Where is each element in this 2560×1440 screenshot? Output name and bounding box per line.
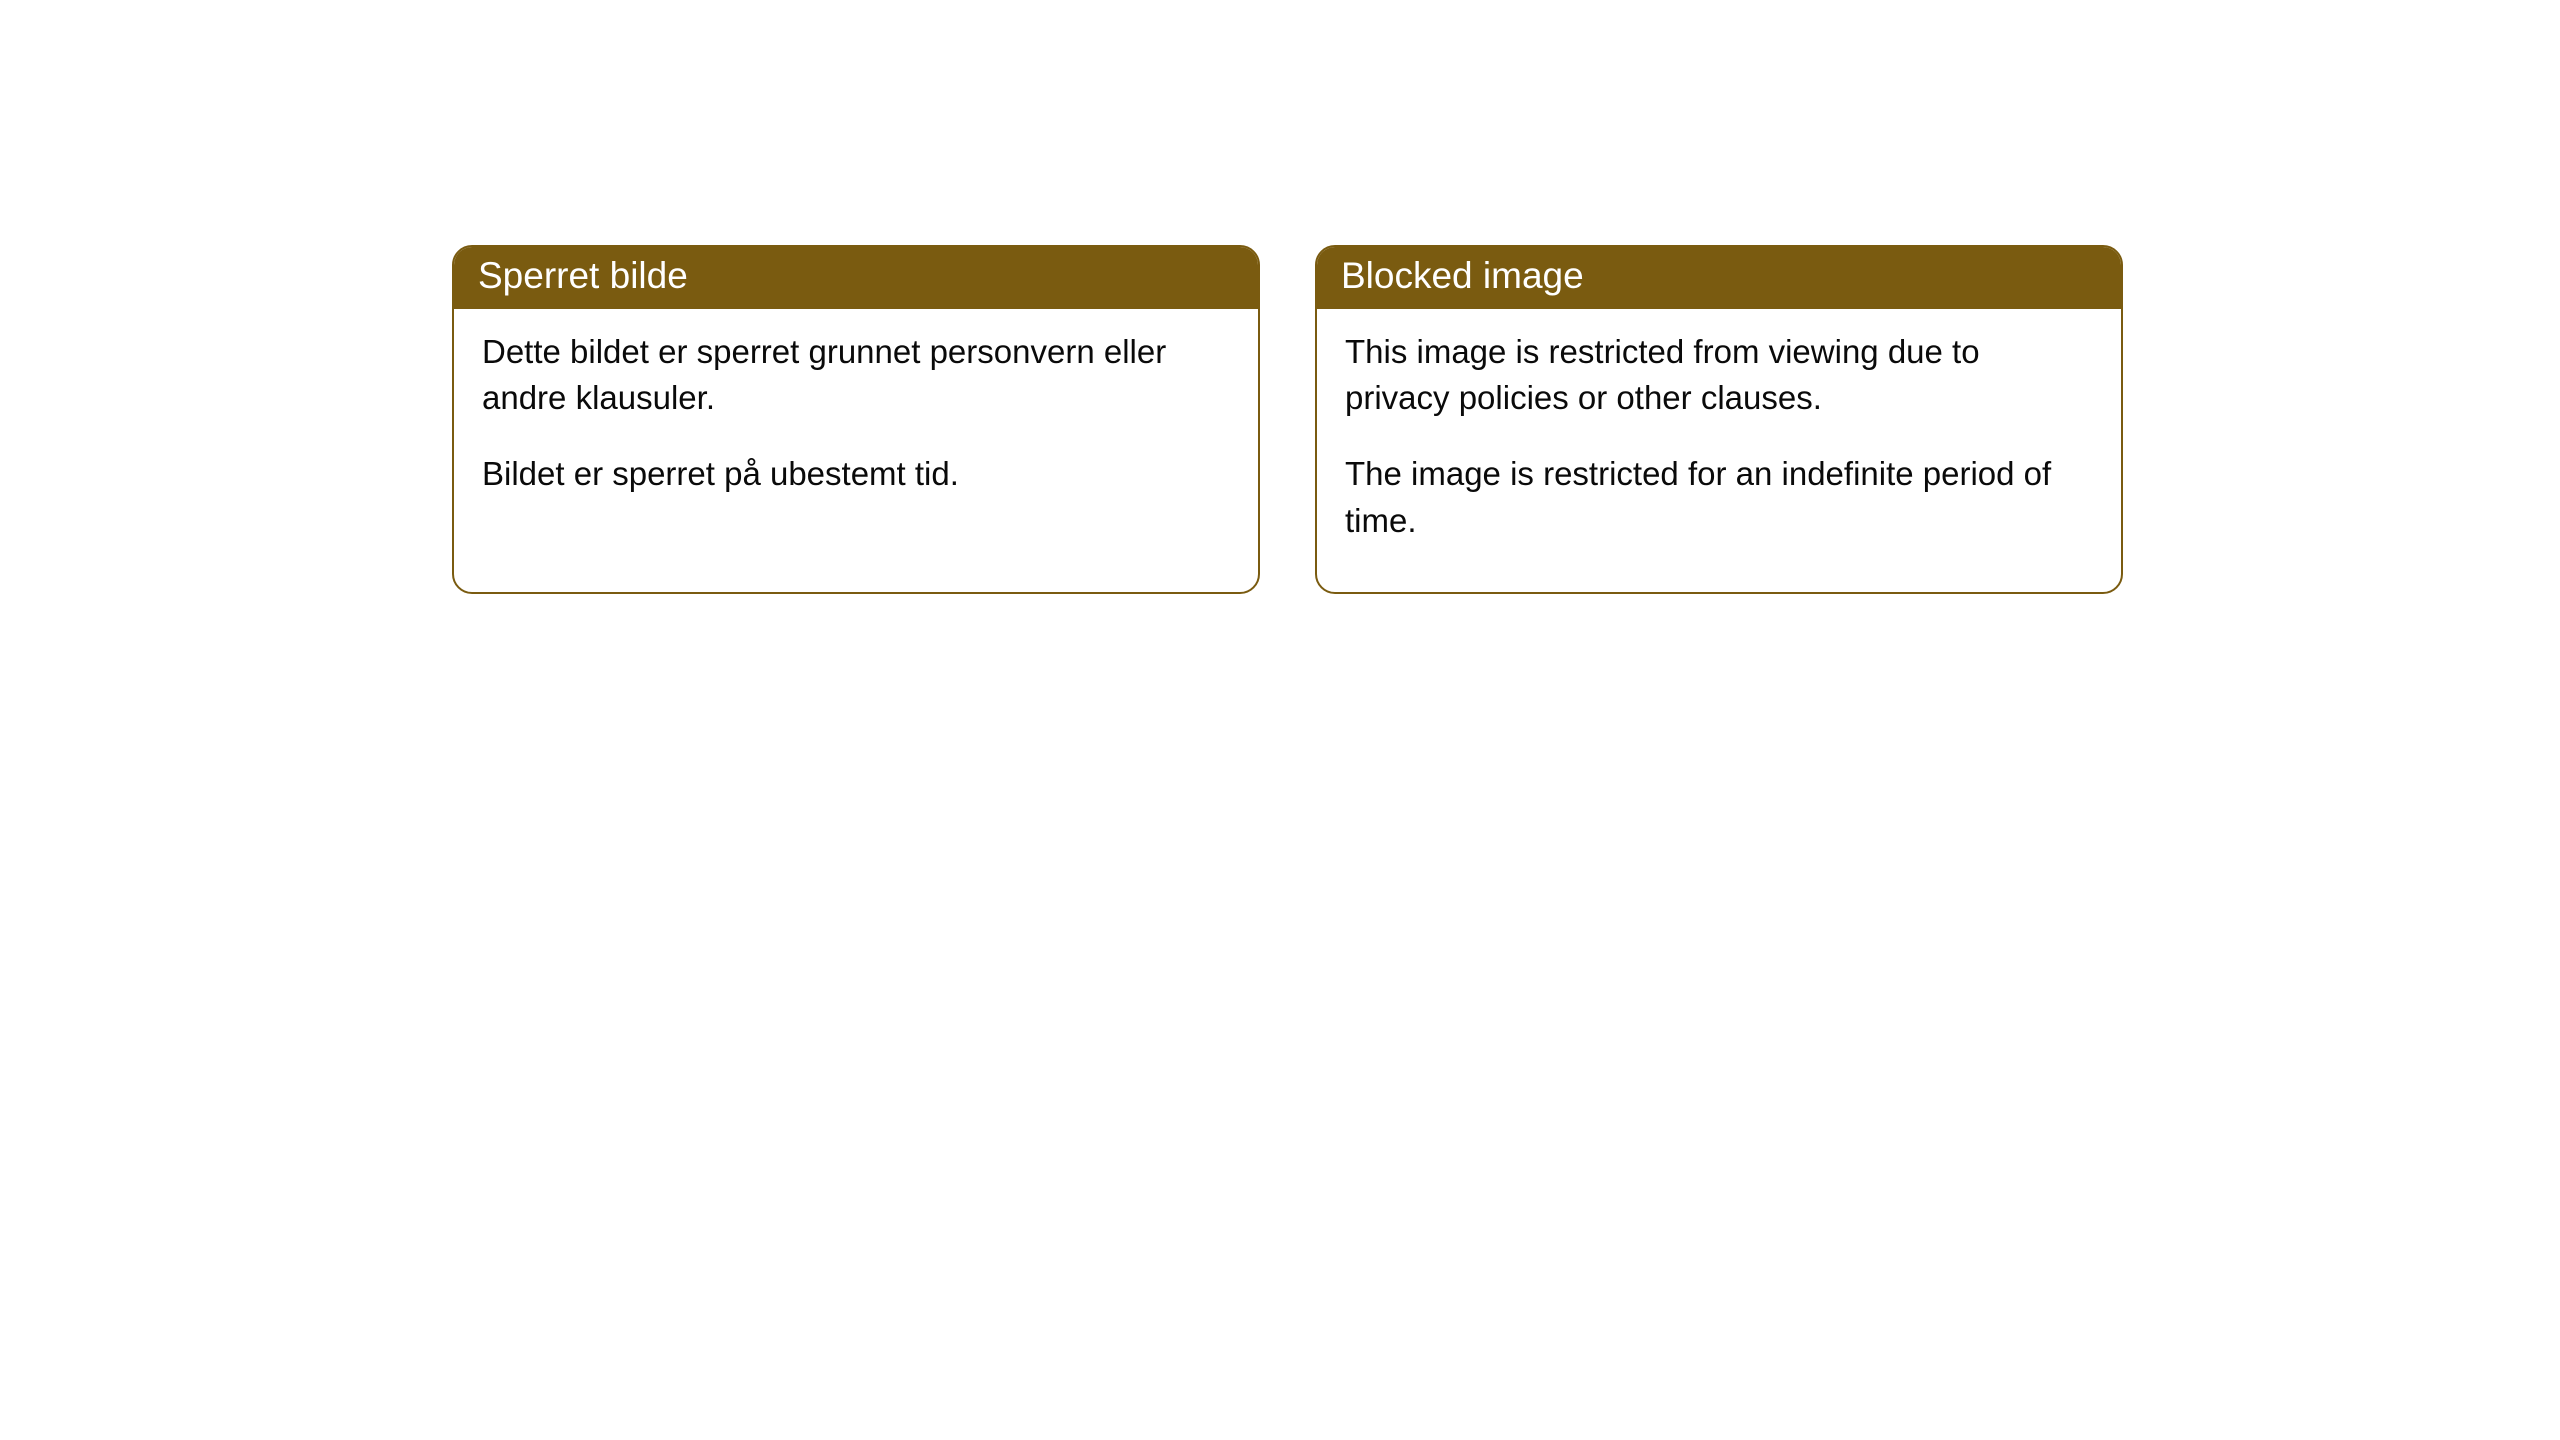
card-header-english: Blocked image — [1317, 247, 2121, 309]
card-body-english: This image is restricted from viewing du… — [1317, 309, 2121, 592]
notice-text-2-en: The image is restricted for an indefinit… — [1345, 451, 2093, 543]
notice-card-norwegian: Sperret bilde Dette bildet er sperret gr… — [452, 245, 1260, 594]
notice-card-english: Blocked image This image is restricted f… — [1315, 245, 2123, 594]
card-header-norwegian: Sperret bilde — [454, 247, 1258, 309]
notice-text-2-no: Bildet er sperret på ubestemt tid. — [482, 451, 1230, 497]
card-body-norwegian: Dette bildet er sperret grunnet personve… — [454, 309, 1258, 546]
notice-text-1-en: This image is restricted from viewing du… — [1345, 329, 2093, 421]
notice-cards-container: Sperret bilde Dette bildet er sperret gr… — [452, 245, 2123, 594]
notice-text-1-no: Dette bildet er sperret grunnet personve… — [482, 329, 1230, 421]
